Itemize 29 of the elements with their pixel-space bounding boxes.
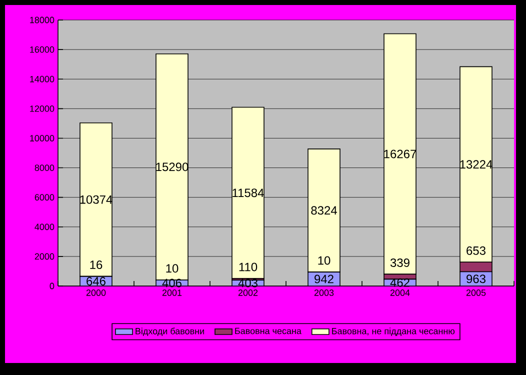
legend-label: Бавовна, не піддана чесанню [332,328,455,336]
y-tick-label: 12000 [30,105,54,112]
legend-label: Бавовна чесана [235,328,302,334]
data-label: 963 [466,274,486,284]
y-tick-label: 8000 [34,164,54,171]
data-label: 339 [390,258,410,267]
y-tick-label: 10000 [30,135,54,142]
data-label: 942 [314,274,334,284]
y-tick-label: 4000 [34,224,54,230]
y-tick-label: 6000 [34,194,54,201]
data-label: 10 [166,264,178,273]
y-tick-label: 14000 [30,76,54,82]
x-tick-label: 2003 [314,290,334,296]
y-tick-label: 16000 [30,46,54,53]
legend-label: Відходи бавовни [136,328,204,336]
data-label: 646 [86,276,106,286]
data-label: 8324 [311,206,337,215]
data-label: 653 [466,246,486,255]
data-label: 16 [90,260,102,270]
x-tick-label: 2002 [238,290,258,296]
data-label: 10 [318,256,330,265]
y-tick-label: 18000 [30,16,54,24]
y-tick-label: 2000 [34,253,54,260]
x-tick-label: 2000 [86,290,106,296]
x-tick-label: 2001 [162,290,182,296]
x-tick-label: 2005 [466,290,486,296]
data-label: 110 [239,262,258,272]
x-tick-label: 2004 [390,290,410,296]
y-tick-label: 0 [50,282,54,290]
